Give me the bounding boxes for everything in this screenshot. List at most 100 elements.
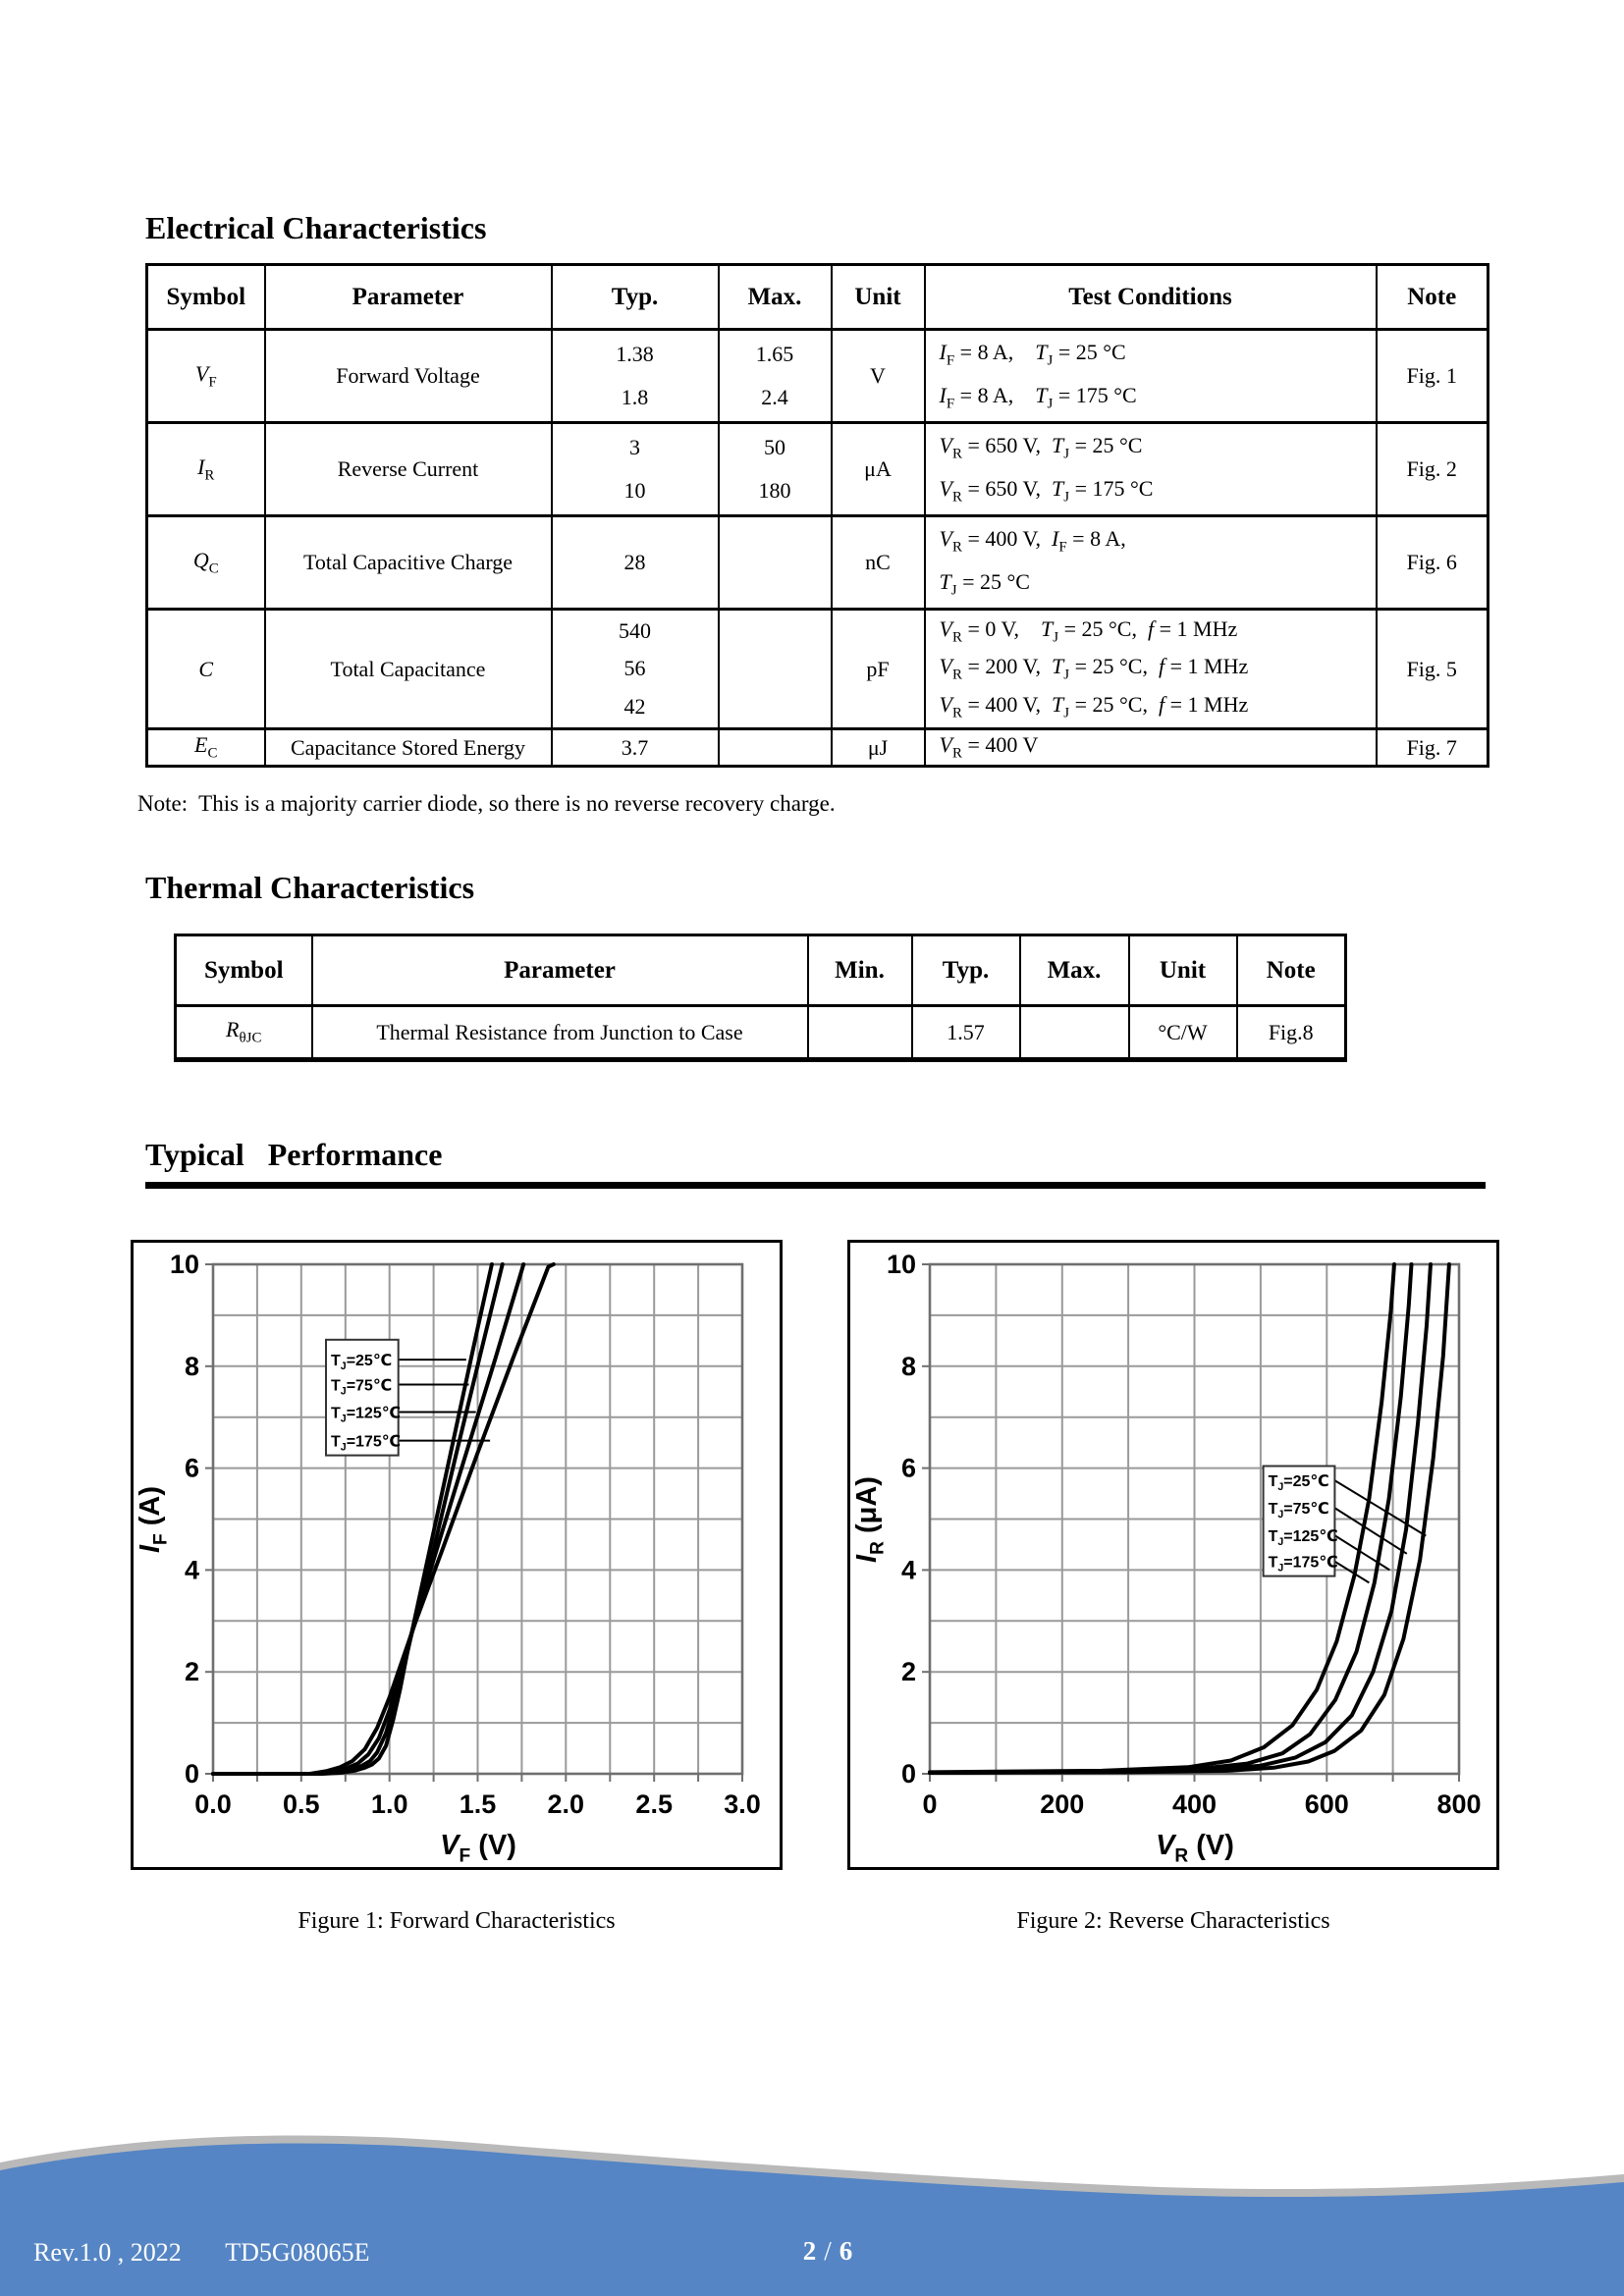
- svg-text:6: 6: [185, 1454, 199, 1483]
- electrical-characteristics-table: Symbol Parameter Typ. Max. Unit Test Conditio…: [145, 263, 1489, 768]
- svg-text:10: 10: [887, 1250, 916, 1279]
- svg-text:2: 2: [185, 1657, 199, 1686]
- cell-parameter: Total Capacitive Charge: [263, 514, 553, 611]
- column-header: Parameter: [310, 934, 809, 1007]
- cell-parameter: Forward Voltage: [263, 328, 553, 424]
- legend-leader-line: [1333, 1479, 1427, 1537]
- column-header: Test Conditions: [923, 263, 1378, 331]
- column-header: Note: [1235, 934, 1347, 1007]
- legend-leader-line: [1333, 1507, 1408, 1555]
- cell-typ: 1.38 1.8: [550, 328, 720, 424]
- cell-parameter: Reverse Current: [263, 421, 553, 517]
- svg-text:8: 8: [185, 1352, 199, 1381]
- column-header: Symbol: [145, 263, 266, 331]
- cell-typ: 540 56 42: [550, 608, 720, 730]
- svg-text:2.5: 2.5: [635, 1789, 673, 1819]
- footer-wave-blue: [0, 2143, 1624, 2296]
- curve-tj-25-: [928, 1262, 1451, 1775]
- legend-label: TJ=75℃: [1269, 1501, 1329, 1521]
- legend-label: TJ=25℃: [331, 1353, 392, 1372]
- plot-frame: [928, 1262, 1461, 1776]
- cell-note: Fig. 5: [1375, 608, 1489, 730]
- table-row: EC Capacitance Stored Energy 3.7 μJ VR = 400…: [145, 727, 1489, 768]
- svg-text:1.5: 1.5: [460, 1789, 497, 1819]
- chart-legend: TJ=25℃ TJ=75℃ TJ=125℃ TJ=175℃: [1262, 1465, 1427, 1584]
- electrical-table: Symbol Parameter Typ. Max. Unit Test Conditio…: [145, 263, 1489, 768]
- cell-unit: nC: [830, 514, 926, 611]
- curve-tj-75-: [928, 1262, 1433, 1775]
- plot-frame: [211, 1262, 744, 1776]
- svg-text:2.0: 2.0: [548, 1789, 585, 1819]
- cell-max: [717, 514, 833, 611]
- figure1-forward-characteristics-plot: 0.0 0.5 1.0 1.5 2.0 2.5 3.0 0 2 4 6 8 10 VF (V) IF (A)…: [135, 1250, 761, 1866]
- column-header: Symbol: [174, 934, 313, 1007]
- svg-text:8: 8: [901, 1352, 916, 1381]
- table-row: VF Forward Voltage 1.38 1.8 1.65 2.4 V IF = 8 A…: [145, 328, 1489, 424]
- gridlines: [929, 1263, 1460, 1775]
- svg-text:400: 400: [1172, 1789, 1217, 1819]
- electrical-table-note: Note: This is a majority carrier diode, …: [137, 791, 836, 816]
- cell-note: Fig.8: [1235, 1004, 1347, 1061]
- figure1-caption: Figure 1: Forward Characteristics: [298, 1908, 616, 1934]
- thermal-characteristics-table: Symbol Parameter Min. Typ. Max. Unit Note RθJC T…: [174, 934, 1347, 1062]
- column-header: Unit: [1127, 934, 1238, 1007]
- cell-max: 50 180: [717, 421, 833, 517]
- figure1-chart-frame: 0.0 0.5 1.0 1.5 2.0 2.5 3.0 0 2 4 6 8 10 VF (V) IF (A)…: [131, 1240, 783, 1870]
- cell-parameter: Total Capacitance: [263, 608, 553, 730]
- footer-part-number: TD5G08065E: [225, 2238, 370, 2267]
- column-header: Min.: [806, 934, 913, 1007]
- legend-label: TJ=175℃: [1269, 1555, 1338, 1575]
- cell-note: Fig. 6: [1375, 514, 1489, 611]
- column-header: Typ.: [910, 934, 1021, 1007]
- svg-text:0: 0: [185, 1759, 199, 1789]
- x-tick-labels: 0.0 0.5 1.0 1.5 2.0 2.5 3.0: [194, 1789, 761, 1819]
- y-axis-title: IF (A): [135, 1486, 171, 1553]
- curve-tj-175-: [928, 1262, 1396, 1775]
- chart-legend: TJ=25℃ TJ=75℃ TJ=125℃ TJ=175℃: [325, 1338, 491, 1457]
- svg-text:0.0: 0.0: [194, 1789, 232, 1819]
- legend-label: TJ=125℃: [1269, 1528, 1338, 1548]
- cell-typ: 28: [550, 514, 720, 611]
- y-axis-title: IR (μA): [851, 1476, 888, 1563]
- thermal-section-title: Thermal Characteristics: [145, 870, 475, 905]
- curve-tj-175-: [211, 1262, 556, 1776]
- cell-parameter: Capacitance Stored Energy: [263, 727, 553, 768]
- table-row: RθJC Thermal Resistance from Junction to …: [174, 1004, 1347, 1061]
- column-header: Max.: [717, 263, 833, 331]
- svg-text:800: 800: [1436, 1789, 1481, 1819]
- svg-text:4: 4: [901, 1555, 916, 1584]
- cell-test-conditions: VR = 400 V: [923, 727, 1378, 768]
- cell-note: Fig. 7: [1375, 727, 1489, 768]
- svg-text:0: 0: [901, 1759, 916, 1789]
- typical-performance-title: Typical Performance: [145, 1137, 443, 1172]
- cell-unit: °C/W: [1127, 1004, 1238, 1061]
- footer-page-separator: /: [824, 2236, 832, 2266]
- gridlines: [212, 1263, 743, 1775]
- figure2-caption: Figure 2: Reverse Characteristics: [1016, 1908, 1330, 1934]
- legend-label: TJ=25℃: [1269, 1473, 1329, 1493]
- cell-test-conditions: VR = 400 V, IF = 8 A, TJ = 25 °C: [923, 514, 1378, 611]
- table-row: IR Reverse Current 3 10 50 180 μA VR = 650 V, T…: [145, 421, 1489, 517]
- cell-symbol: C: [145, 608, 266, 730]
- y-tick-labels: 0 2 4 6 8 10: [170, 1250, 199, 1789]
- svg-text:10: 10: [170, 1250, 199, 1279]
- footer-revision-text: Rev.1.0 , 2022 TD5G08065E: [33, 2238, 370, 2268]
- cell-note: Fig. 1: [1375, 328, 1489, 424]
- cell-typ: 3 10: [550, 421, 720, 517]
- cell-symbol: EC: [145, 727, 266, 768]
- legend-leader-line: [1333, 1534, 1390, 1572]
- cell-test-conditions: VR = 0 V, TJ = 25 °C, f = 1 MHz VR = 200 …: [923, 608, 1378, 730]
- footer-wave-graphic: [0, 2135, 1624, 2296]
- curve-tj-125-: [211, 1262, 526, 1776]
- footer-page-current: 2: [802, 2236, 817, 2266]
- cell-min: [806, 1004, 913, 1061]
- cell-max: [1018, 1004, 1130, 1061]
- figure2-chart-frame: 0 200 400 600 800 0 2 4 6 8 10 VR (V) IR (μA) TJ=25℃ T…: [847, 1240, 1499, 1870]
- column-header: Note: [1375, 263, 1489, 331]
- cell-unit: μJ: [830, 727, 926, 768]
- cell-test-conditions: IF = 8 A, TJ = 25 °C IF = 8 A, TJ = 175 °…: [923, 328, 1378, 424]
- svg-text:3.0: 3.0: [724, 1789, 761, 1819]
- cell-test-conditions: VR = 650 V, TJ = 25 °C VR = 650 V, TJ = 1…: [923, 421, 1378, 517]
